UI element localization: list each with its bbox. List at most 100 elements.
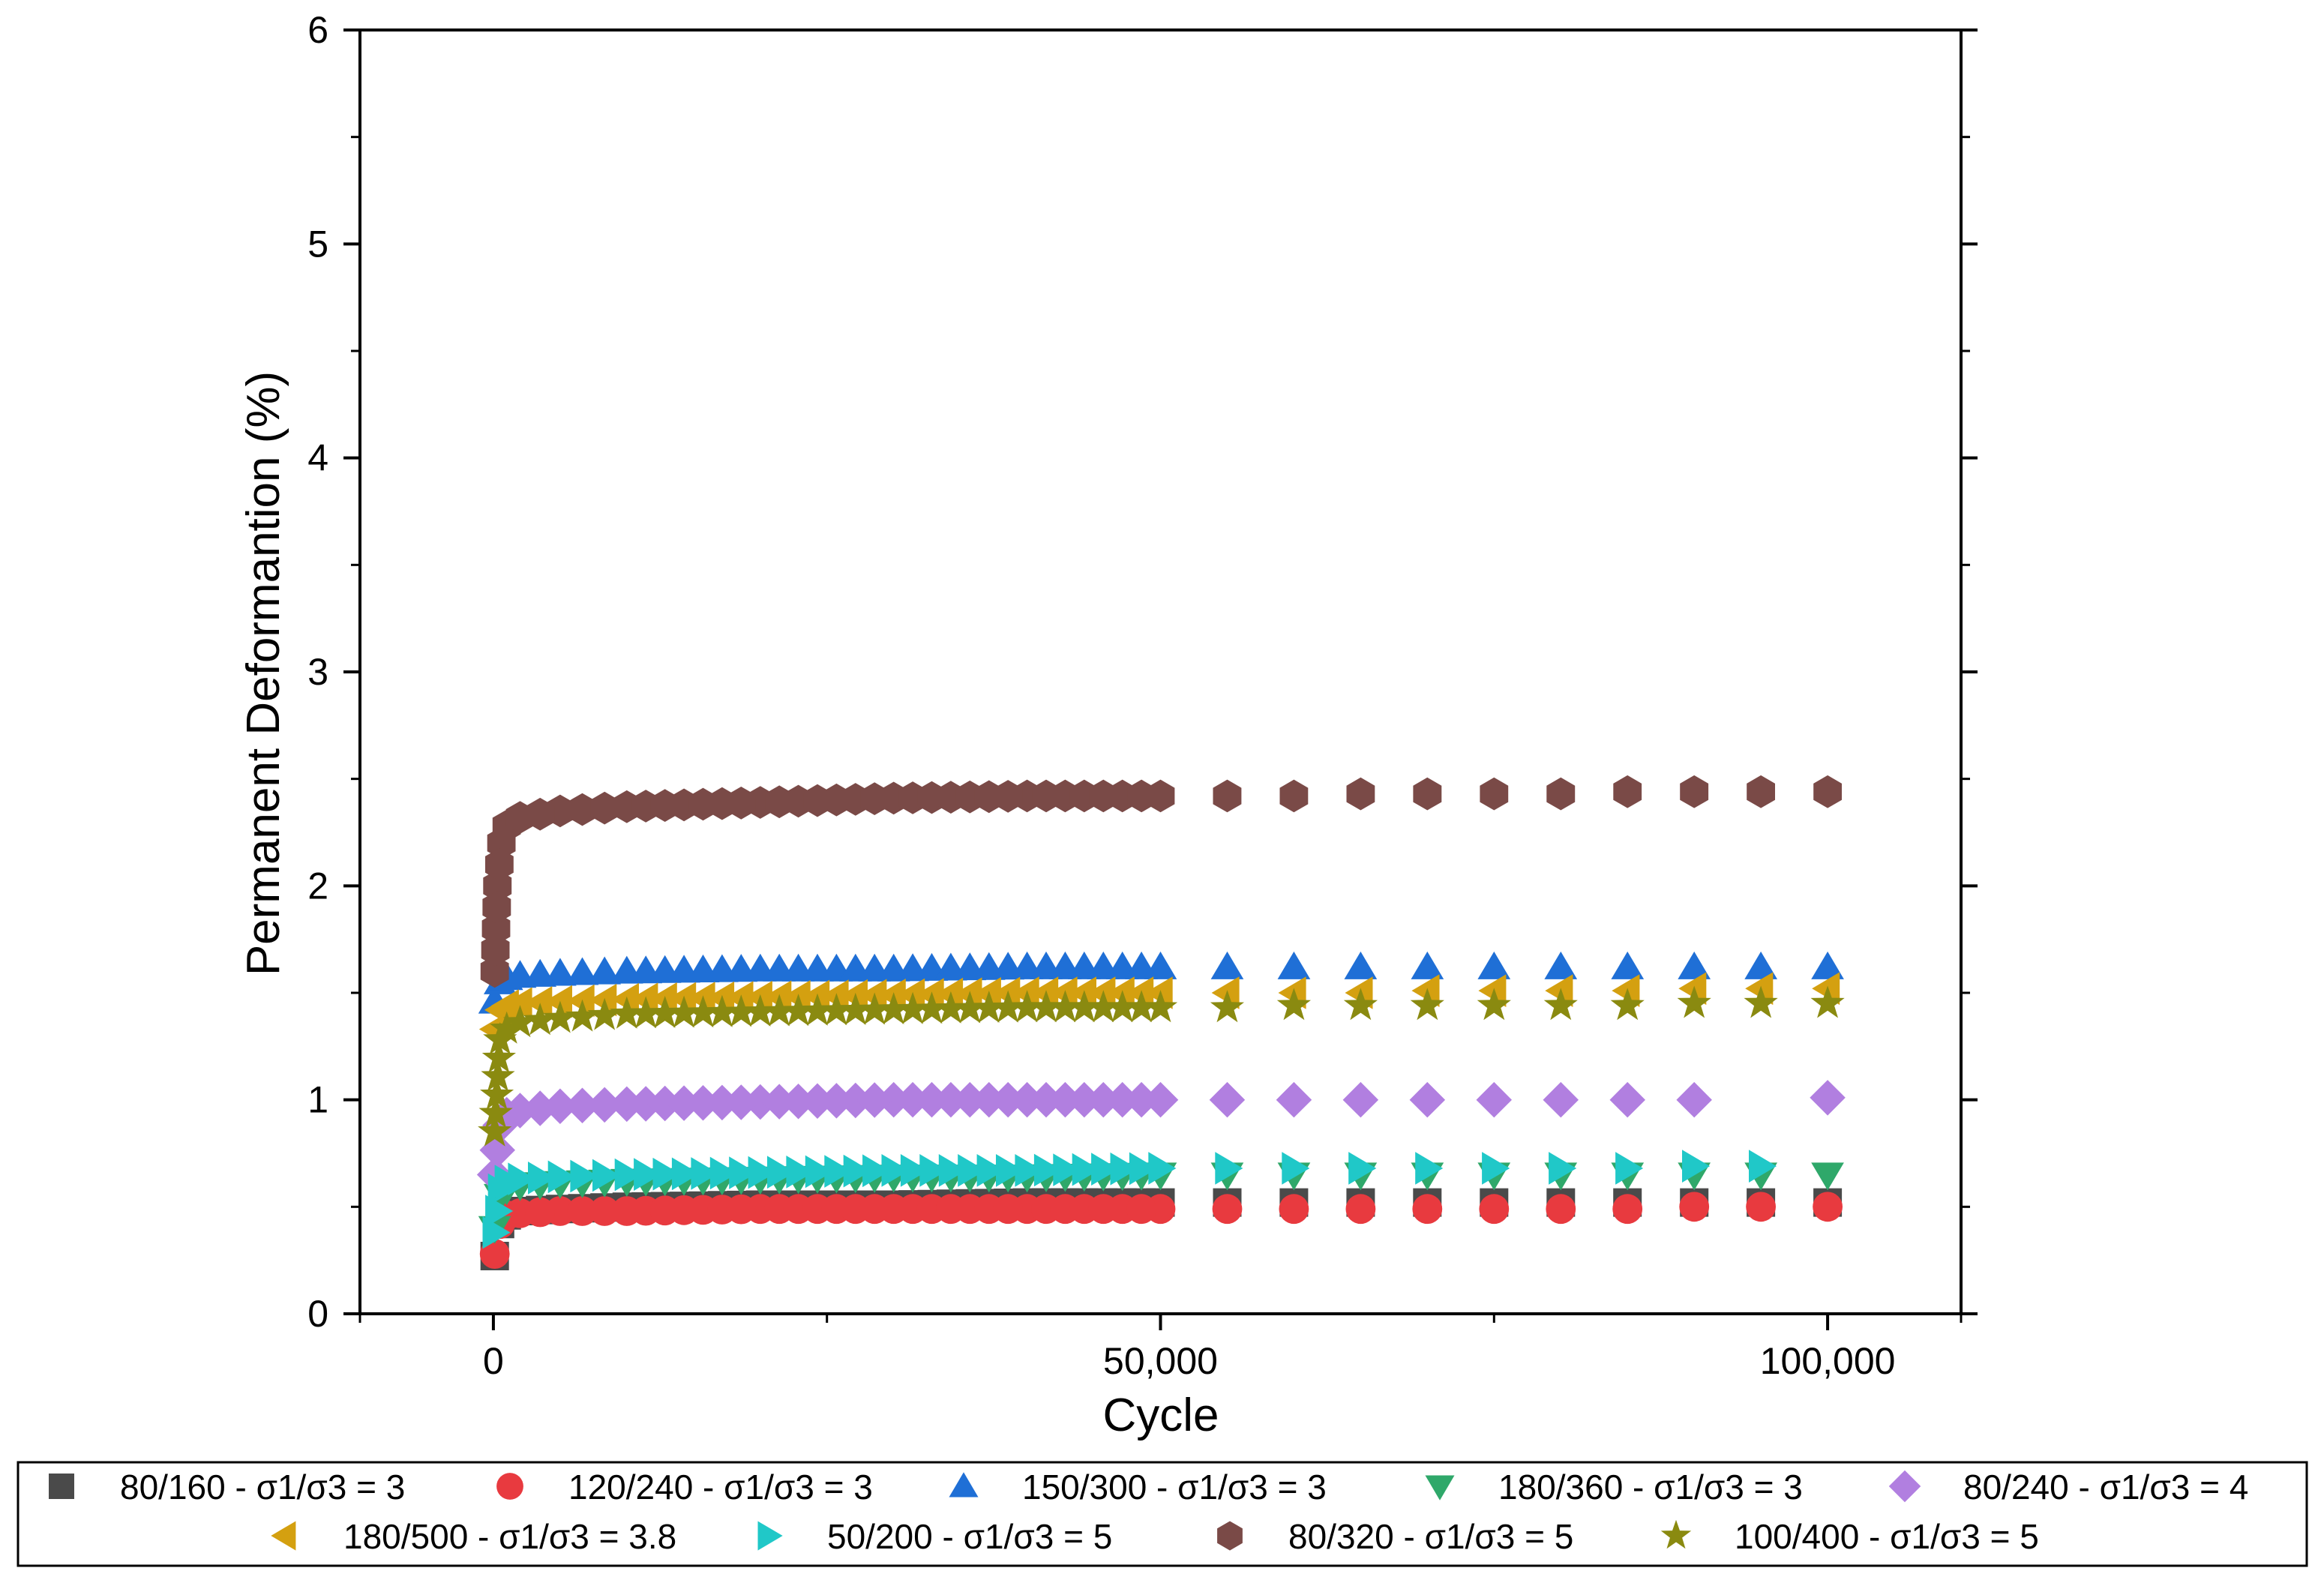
data-point: [1067, 990, 1102, 1023]
data-point: [508, 1162, 536, 1196]
data-point: [1679, 1192, 1710, 1222]
data-point: [525, 1197, 556, 1228]
data-point: [895, 1081, 931, 1118]
data-point: [1482, 1152, 1510, 1185]
data-point: [1086, 990, 1120, 1023]
data-point: [1124, 990, 1159, 1023]
data-point: [1811, 1162, 1844, 1191]
data-point: [1410, 988, 1444, 1021]
data-point: [993, 1194, 1024, 1225]
data-point: [526, 797, 555, 831]
legend-marker: [49, 1474, 74, 1499]
data-point: [1544, 951, 1578, 979]
legend: 80/160 - σ1/σ3 = 3 120/240 - σ1/σ3 = 3 150…: [16, 1461, 2308, 1567]
x-tick-label: 100,000: [1760, 1340, 1896, 1382]
data-point: [1747, 775, 1775, 808]
data-point: [934, 991, 968, 1024]
data-point: [744, 980, 772, 1014]
data-point: [480, 1077, 514, 1110]
data-point: [805, 1155, 833, 1189]
data-point: [1346, 777, 1375, 811]
legend-marker: [1888, 1470, 1921, 1503]
data-point: [691, 1157, 719, 1190]
data-point: [724, 994, 758, 1027]
data-point: [480, 955, 509, 988]
data-point: [729, 1156, 757, 1189]
data-point: [523, 1003, 557, 1036]
legend-marker: [949, 1472, 979, 1498]
data-point: [1810, 985, 1845, 1018]
y-tick-label: 0: [307, 1293, 328, 1335]
data-point: [685, 995, 721, 1028]
data-point: [1611, 951, 1645, 979]
data-point: [748, 1156, 776, 1189]
legend-box: [16, 1461, 2308, 1567]
legend-label: 80/160 - σ1/σ3 = 3: [120, 1468, 405, 1507]
data-point: [649, 982, 677, 1015]
data-point: [991, 990, 1025, 1023]
legend-item: 80/240 - σ1/σ3 = 4: [1888, 1468, 2248, 1507]
data-point: [1609, 1081, 1645, 1118]
data-point: [1477, 988, 1511, 1021]
legend-item: 80/320 - σ1/σ3 = 5: [1217, 1517, 1573, 1556]
legend-marker: [1660, 1519, 1692, 1549]
data-point: [667, 995, 701, 1028]
data-point: [1479, 1194, 1510, 1225]
legend-label: 180/360 - σ1/σ3 = 3: [1498, 1468, 1803, 1507]
data-point: [1210, 951, 1244, 979]
data-point: [1549, 1152, 1577, 1185]
data-point: [859, 1194, 890, 1225]
data-point: [1746, 1192, 1777, 1222]
data-point: [1343, 988, 1378, 1021]
data-point: [919, 1154, 948, 1187]
data-point: [859, 979, 887, 1012]
data-point: [1110, 1152, 1138, 1186]
data-point: [1545, 974, 1573, 1007]
data-point: [1015, 1154, 1043, 1187]
data-point: [1745, 972, 1774, 1006]
data-point: [824, 1155, 853, 1188]
legend-marker: [271, 1521, 296, 1551]
data-point: [567, 1196, 598, 1226]
data-point: [1279, 779, 1309, 813]
legend-label: 180/500 - σ1/σ3 = 3.8: [343, 1517, 676, 1556]
data-point: [1029, 990, 1063, 1023]
legend-marker: [496, 1473, 523, 1500]
data-point: [1085, 1081, 1121, 1118]
data-point: [687, 982, 715, 1015]
data-point: [914, 991, 949, 1024]
y-tick-label: 1: [307, 1079, 328, 1121]
series-8: [480, 775, 1842, 988]
data-point: [630, 982, 658, 1015]
data-point: [781, 994, 816, 1027]
data-point: [485, 848, 514, 881]
legend-item: 180/360 - σ1/σ3 = 3: [1425, 1468, 1803, 1507]
data-point: [1810, 1080, 1846, 1116]
data-point: [763, 980, 792, 1014]
data-point: [1028, 1081, 1064, 1118]
x-tick-label: 0: [483, 1340, 504, 1382]
data-point: [727, 787, 756, 820]
data-point: [976, 1154, 1005, 1187]
data-point: [916, 978, 944, 1011]
data-point: [1678, 951, 1711, 979]
data-point: [1011, 976, 1039, 1009]
data-point: [1105, 990, 1140, 1023]
data-point: [994, 780, 1023, 813]
data-point: [1615, 1152, 1644, 1185]
data-point: [478, 1114, 512, 1147]
data-point: [1282, 1152, 1310, 1185]
data-point: [1209, 1081, 1246, 1118]
data-point: [860, 782, 889, 815]
data-point: [1415, 1152, 1444, 1185]
data-point: [628, 1086, 664, 1122]
data-point: [1412, 1194, 1443, 1225]
data-point: [782, 980, 811, 1013]
data-point: [609, 1086, 645, 1123]
data-point: [1127, 779, 1156, 813]
data-point: [709, 1156, 738, 1190]
data-point: [1143, 990, 1178, 1023]
data-point: [933, 1081, 969, 1118]
data-point: [1813, 1192, 1843, 1222]
data-point: [1348, 1152, 1377, 1185]
